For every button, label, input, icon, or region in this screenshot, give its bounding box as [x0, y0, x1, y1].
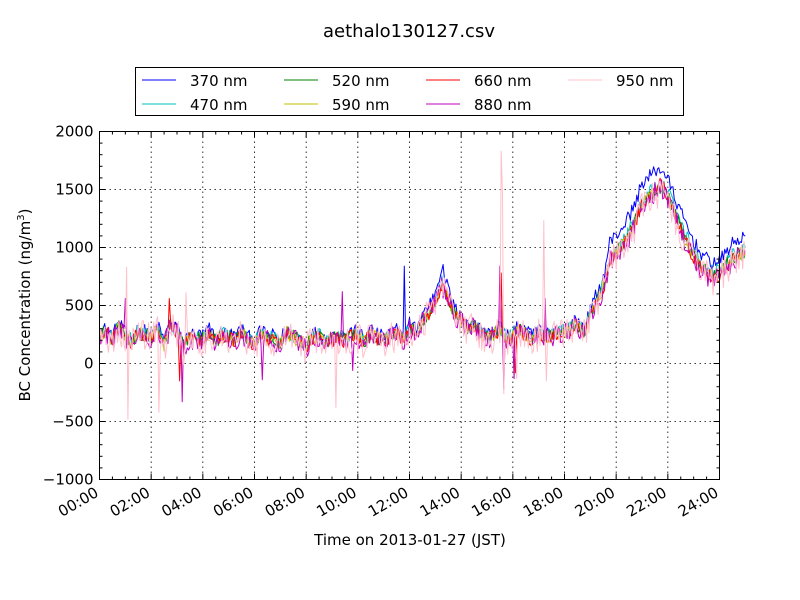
x-tick-label: 20:00	[572, 483, 618, 520]
y-axis-label-suffix: )	[16, 209, 34, 215]
series-line-660-nm	[99, 177, 746, 382]
x-tick-label: 06:00	[210, 483, 256, 520]
y-tick-label: 0	[84, 355, 94, 373]
legend: 370 nm 520 nm 660 nm 950 nm 470 nm 590 nm 880 …	[135, 67, 684, 116]
x-tick-label: 08:00	[262, 483, 308, 520]
y-tick-label: 2000	[55, 123, 93, 141]
y-axis-label-main: BC Concentration (ng/m	[16, 221, 34, 402]
legend-label: 590 nm	[332, 96, 390, 114]
x-tick-label: 00:00	[55, 483, 101, 520]
x-tick-label: 16:00	[468, 483, 514, 520]
x-tick-label: 02:00	[107, 483, 153, 520]
chart-title: aethalo130127.csv	[323, 21, 495, 42]
x-tick-label: 22:00	[623, 483, 669, 520]
legend-label: 660 nm	[474, 72, 532, 90]
y-tick-label: −500	[52, 413, 93, 431]
grid	[99, 131, 720, 480]
series-layer	[99, 150, 746, 420]
legend-label: 370 nm	[190, 72, 248, 90]
plot-frame	[99, 131, 720, 480]
x-tick-label: 04:00	[158, 483, 204, 520]
axis-ticks: 00:00 02:00 04:00 06:00 08:00 10:00 12:00 14:00…	[43, 123, 722, 521]
x-tick-label: 14:00	[417, 483, 463, 520]
y-axis-label-superscript: 3	[16, 214, 27, 220]
y-tick-label: −1000	[43, 471, 94, 489]
x-tick-label: 24:00	[675, 483, 721, 520]
legend-label: 520 nm	[332, 72, 390, 90]
x-tick-label: 12:00	[365, 483, 411, 520]
legend-label: 470 nm	[190, 96, 248, 114]
y-axis-label: BC Concentration (ng/m3)	[16, 209, 34, 402]
legend-label: 880 nm	[474, 96, 532, 114]
x-tick-label: 18:00	[520, 483, 566, 520]
series-line-880-nm	[99, 179, 746, 403]
series-line-950-nm	[99, 150, 746, 420]
series-line-590-nm	[99, 182, 746, 352]
y-tick-label: 1000	[55, 239, 93, 257]
legend-label: 950 nm	[616, 72, 674, 90]
legend-box	[135, 67, 684, 116]
y-tick-label: 500	[65, 297, 94, 315]
x-tick-label: 10:00	[313, 483, 359, 520]
x-axis-label: Time on 2013-01-27 (JST)	[313, 531, 506, 549]
y-tick-label: 1500	[55, 181, 93, 199]
